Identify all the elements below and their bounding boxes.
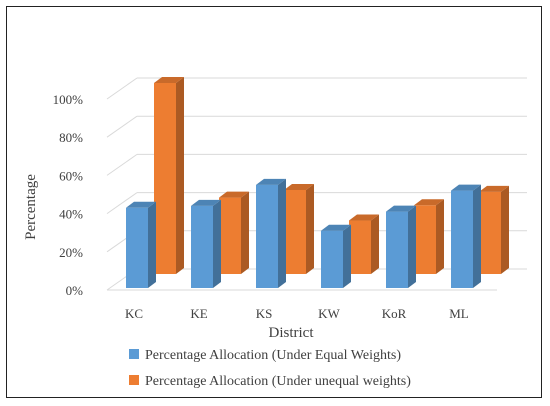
legend: Percentage Allocation (Under Equal Weigh… [129, 348, 411, 389]
y-tick-label: 20% [59, 245, 83, 260]
bars [126, 77, 509, 288]
bar-front [154, 83, 176, 274]
x-tick-label: KC [125, 306, 143, 321]
bar-top [154, 77, 184, 83]
bar-side [306, 183, 314, 274]
bar-equal-kor [386, 205, 416, 288]
bar-side [371, 214, 379, 274]
y-tick-label: 100% [53, 92, 84, 107]
y-tick-labels: 0% 20% 40% 60% 80% 100% [53, 92, 84, 298]
x-tick-label: KoR [382, 306, 407, 321]
x-axis-title: District [269, 325, 315, 341]
x-tick-label: KE [190, 306, 207, 321]
bar-unequal-ke [219, 191, 249, 274]
bar-side [408, 205, 416, 288]
bar-front [451, 190, 473, 288]
bar-chart: 0% 20% 40% 60% 80% 100% KC KE KS KW KoR ML Percent… [23, 77, 527, 389]
bar-top [126, 201, 156, 208]
gridline-diagonal [106, 77, 138, 100]
bar-unequal-kor [414, 199, 444, 274]
x-tick-labels: KC KE KS KW KoR ML [125, 306, 469, 321]
bar-front [256, 184, 278, 288]
bar-top [349, 214, 379, 221]
bar-side [278, 178, 286, 288]
x-tick-label: KW [318, 306, 340, 321]
bar-equal-kc [126, 201, 156, 288]
bar-top [386, 205, 416, 212]
bar-front [126, 207, 148, 288]
bar-side [436, 199, 444, 274]
gridline-diagonal [106, 153, 138, 176]
y-tick-label: 80% [59, 130, 83, 145]
legend-swatch-unequal [129, 375, 139, 385]
y-axis-title: Percentage [23, 174, 39, 240]
legend-label-unequal: Percentage Allocation (Under unequal wei… [145, 374, 411, 389]
chart-frame: 0% 20% 40% 60% 80% 100% KC KE KS KW KoR ML Percent… [6, 6, 542, 398]
bar-side [213, 199, 221, 288]
x-tick-label: KS [256, 306, 273, 321]
bar-front [386, 211, 408, 288]
bar-side [501, 185, 509, 274]
bar-side [176, 77, 184, 274]
y-tick-label: 60% [59, 168, 83, 183]
y-tick-label: 0% [66, 283, 84, 298]
bar-unequal-ml [479, 185, 509, 274]
bar-front [414, 205, 436, 274]
bar-equal-ml [451, 184, 481, 288]
bar-unequal-kc [154, 77, 184, 274]
bar-front [284, 189, 306, 274]
bar-equal-ke [191, 199, 221, 288]
bar-front [349, 220, 371, 274]
bar-side [343, 224, 351, 288]
bar-side [148, 201, 156, 288]
bar-top [414, 199, 444, 206]
bar-equal-ks [256, 178, 286, 288]
bar-top [321, 224, 351, 231]
bar-top [219, 191, 249, 198]
bar-top [191, 199, 221, 206]
legend-swatch-equal [129, 349, 139, 359]
bar-top [256, 178, 286, 185]
bar-front [219, 197, 241, 274]
bar-side [241, 191, 249, 274]
bar-unequal-kw [349, 214, 379, 274]
gridline-diagonal [106, 115, 138, 138]
gridline-diagonal [106, 192, 138, 215]
x-tick-label: ML [449, 306, 469, 321]
bar-front [191, 205, 213, 288]
y-tick-label: 40% [59, 207, 83, 222]
bar-front [321, 230, 343, 288]
bar-side [473, 184, 481, 288]
bar-equal-kw [321, 224, 351, 288]
legend-label-equal: Percentage Allocation (Under Equal Weigh… [145, 348, 401, 363]
bar-top [451, 184, 481, 191]
bar-unequal-ks [284, 183, 314, 274]
bar-top [479, 185, 509, 192]
bar-top [284, 183, 314, 190]
bar-front [479, 191, 501, 274]
